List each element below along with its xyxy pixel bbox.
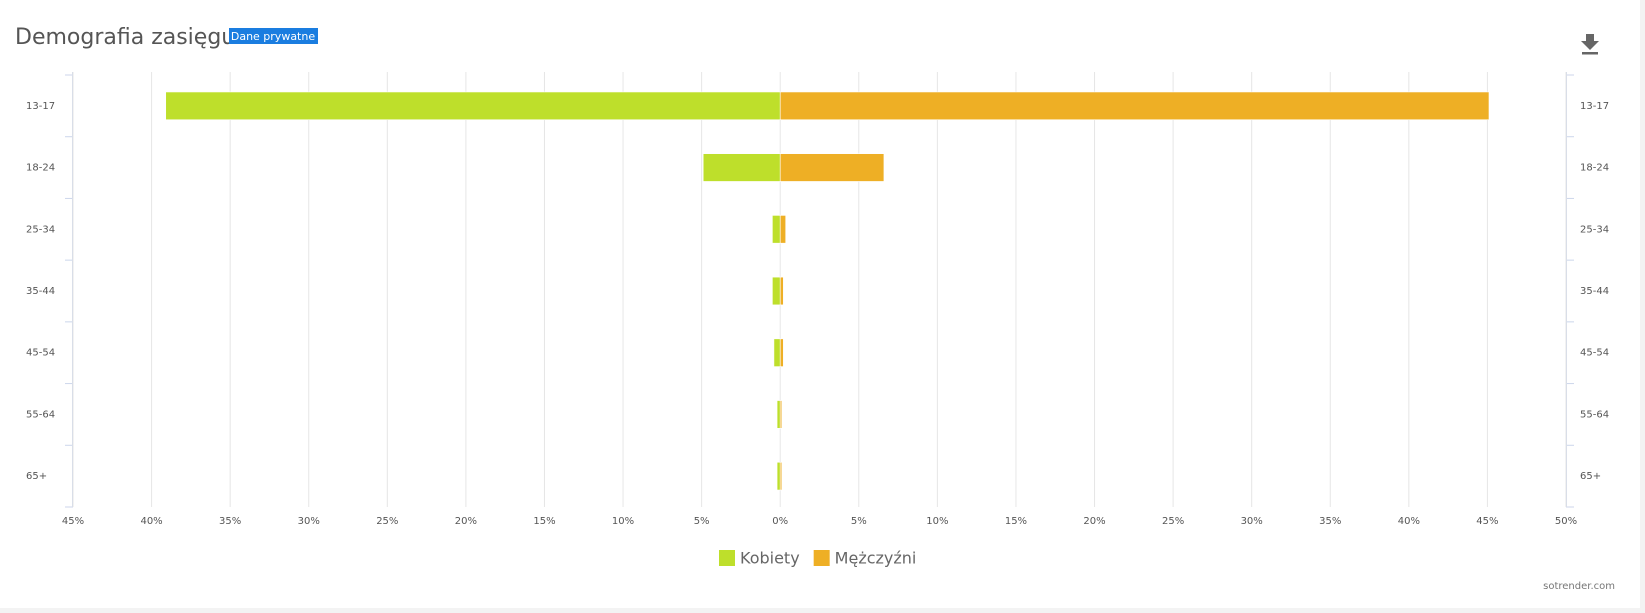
- bar: [773, 338, 781, 367]
- bar: [772, 276, 781, 306]
- bar: [772, 215, 781, 244]
- x-tick-label: 25%: [1162, 516, 1184, 527]
- credit: sotrender.com: [1543, 581, 1615, 592]
- y-tick-label: 18-24: [1580, 163, 1609, 174]
- badge-bg: [229, 28, 318, 44]
- x-tick-label: 0%: [772, 516, 788, 527]
- bar: [779, 91, 1490, 121]
- x-tick-label: 5%: [851, 516, 867, 527]
- bar: [776, 400, 781, 429]
- bar: [776, 461, 781, 491]
- y-tick-label: 35-44: [1580, 286, 1609, 297]
- x-tick-label: 45%: [62, 516, 84, 527]
- download-arrow[interactable]: [1581, 34, 1599, 50]
- x-tick-label: 40%: [140, 516, 162, 527]
- bar: [702, 153, 781, 182]
- x-tick-label: 50%: [1555, 516, 1577, 527]
- y-tick-label: 45-54: [1580, 348, 1609, 359]
- x-tick-label: 15%: [533, 516, 555, 527]
- y-tick-label: 13-17: [1580, 101, 1609, 112]
- x-tick-label: 15%: [1005, 516, 1027, 527]
- legend-label: Kobiety: [740, 549, 800, 568]
- chart-title: Demografia zasięgu: [15, 25, 235, 50]
- x-tick-label: 20%: [455, 516, 477, 527]
- bar: [165, 91, 781, 121]
- x-tick-label: 10%: [926, 516, 948, 527]
- y-tick-label: 55-64: [26, 409, 55, 420]
- y-tick-label: 25-34: [26, 224, 55, 235]
- y-tick-label: 25-34: [1580, 224, 1609, 235]
- download-base[interactable]: [1582, 52, 1598, 55]
- x-tick-label: 30%: [1241, 516, 1263, 527]
- bar: [779, 338, 784, 367]
- y-tick-label: 65+: [1580, 471, 1601, 482]
- y-tick-label: 55-64: [1580, 409, 1609, 420]
- download-icon[interactable]: [1581, 34, 1599, 55]
- y-tick-label: 18-24: [26, 163, 55, 174]
- x-tick-label: 35%: [219, 516, 241, 527]
- bar: [779, 153, 885, 182]
- x-tick-label: 45%: [1476, 516, 1498, 527]
- y-tick-label: 45-54: [26, 348, 55, 359]
- y-tick-label: 35-44: [26, 286, 55, 297]
- x-tick-label: 40%: [1398, 516, 1420, 527]
- legend-swatch: [813, 550, 830, 566]
- x-tick-label: 25%: [376, 516, 398, 527]
- x-tick-label: 10%: [612, 516, 634, 527]
- badge: Dane prywatne: [231, 30, 315, 43]
- y-tick-label: 13-17: [26, 101, 55, 112]
- x-tick-label: 35%: [1319, 516, 1341, 527]
- bar: [779, 400, 783, 429]
- y-tick-label: 65+: [26, 471, 47, 482]
- legend-label: Mężczyźni: [835, 549, 917, 568]
- x-tick-label: 5%: [694, 516, 710, 527]
- bar: [779, 461, 783, 491]
- bar: [779, 215, 787, 244]
- x-tick-label: 30%: [298, 516, 320, 527]
- legend-swatch: [719, 550, 735, 566]
- bar: [779, 276, 784, 306]
- x-tick-label: 20%: [1083, 516, 1105, 527]
